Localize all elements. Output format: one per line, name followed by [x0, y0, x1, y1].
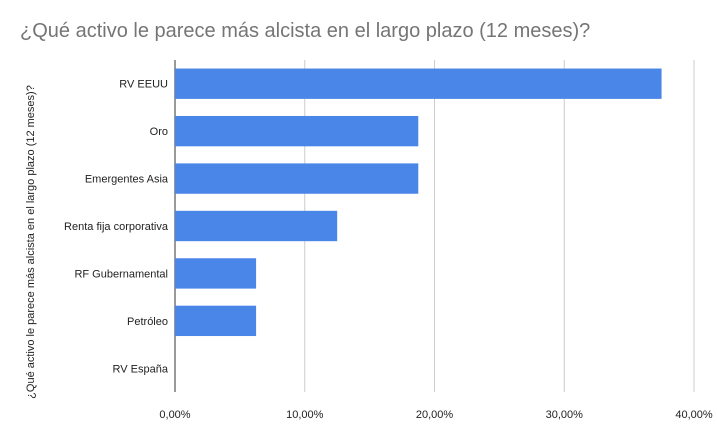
category-label: Petróleo: [127, 316, 168, 328]
category-label: RV España: [113, 363, 169, 375]
bar: [175, 258, 257, 289]
bar: [175, 163, 419, 194]
x-tick-label: 0,00%: [159, 409, 190, 421]
chart-title: ¿Qué activo le parece más alcista en el …: [20, 20, 591, 42]
category-label: RF Gubernamental: [74, 268, 168, 280]
category-label: Emergentes Asia: [85, 174, 169, 186]
x-tick-label: 20,00%: [416, 409, 454, 421]
bar: [175, 68, 662, 99]
category-label: Renta fija corporativa: [64, 221, 169, 233]
category-label: RV EEUU: [119, 79, 168, 91]
bar: [175, 115, 419, 147]
x-tick-label: 10,00%: [286, 409, 324, 421]
bar: [175, 305, 257, 337]
x-tick-label: 30,00%: [546, 409, 584, 421]
x-tick-label: 40,00%: [675, 409, 713, 421]
y-axis-label: ¿Qué activo le parece más alcista en el …: [25, 85, 37, 399]
category-label: Oro: [150, 126, 168, 138]
bar: [175, 210, 338, 242]
